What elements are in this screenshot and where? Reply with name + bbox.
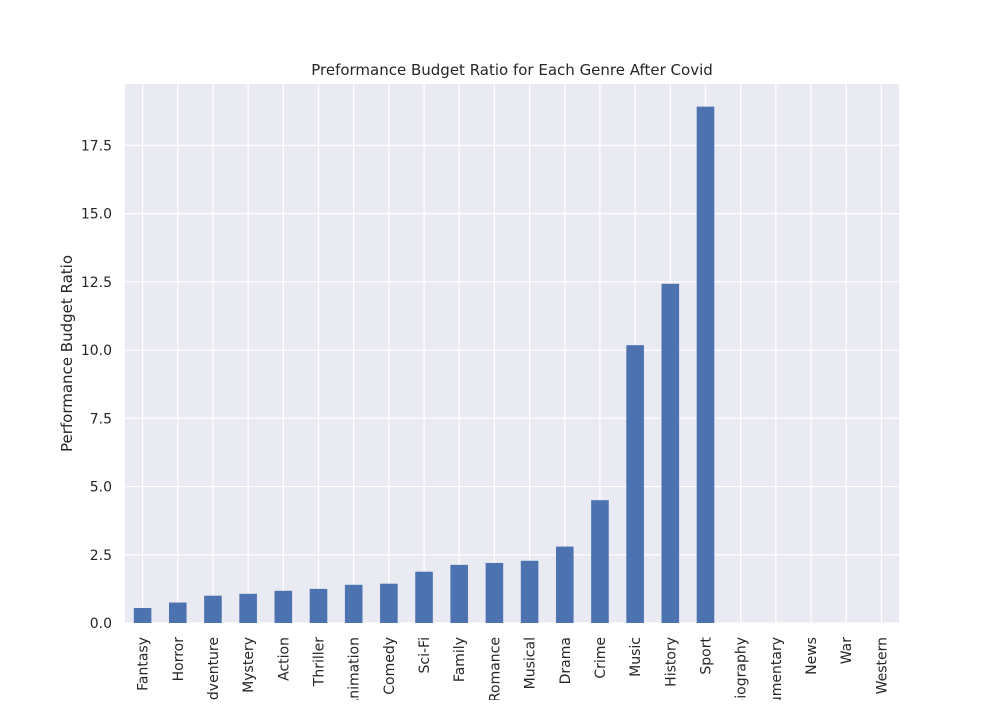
x-tick-label-animation: Animation bbox=[347, 637, 363, 700]
y-tick-label: 15.0 bbox=[81, 207, 112, 223]
bar-comedy bbox=[380, 583, 398, 623]
x-tick-label-sport: Sport bbox=[699, 636, 715, 674]
bar-action bbox=[274, 590, 293, 623]
bar-drama bbox=[555, 546, 574, 623]
y-tick-label: 10.0 bbox=[81, 343, 112, 359]
x-tick-label-action: Action bbox=[276, 637, 292, 681]
x-tick-label-news: News bbox=[804, 637, 820, 675]
bar-family bbox=[450, 564, 469, 623]
bar-romance bbox=[485, 562, 504, 623]
bar-animation bbox=[344, 584, 363, 623]
bar-history bbox=[661, 283, 680, 623]
x-tick-label-music: Music bbox=[628, 637, 644, 677]
x-tick-label-musical: Musical bbox=[523, 637, 539, 689]
y-tick-label: 17.5 bbox=[81, 138, 112, 154]
x-tick-label-horror: Horror bbox=[171, 637, 187, 682]
y-tick-label: 12.5 bbox=[81, 275, 112, 291]
chart-title: Preformance Budget Ratio for Each Genre … bbox=[311, 61, 713, 79]
y-tick-label: 2.5 bbox=[90, 548, 112, 564]
bar-horror bbox=[168, 602, 187, 623]
y-tick-label: 5.0 bbox=[90, 480, 112, 496]
x-tick-label-adventure: Adventure bbox=[206, 637, 222, 700]
bar-sport bbox=[696, 106, 715, 624]
x-tick-label-biography: Biography bbox=[734, 637, 750, 700]
x-tick-label-fantasy: Fantasy bbox=[136, 637, 152, 691]
bar-sci-fi bbox=[415, 571, 433, 623]
bar-thriller bbox=[309, 588, 328, 623]
x-tick-label-sci-fi: Sci-Fi bbox=[417, 637, 433, 673]
x-tick-label-war: War bbox=[839, 637, 855, 665]
y-tick-label: 7.5 bbox=[90, 411, 112, 427]
x-tick-label-family: Family bbox=[452, 637, 468, 682]
bars bbox=[133, 106, 715, 624]
x-tick-label-mystery: Mystery bbox=[241, 637, 257, 693]
x-tick-label-history: History bbox=[663, 637, 679, 687]
x-tick-labels: Fantasy Horror Adventure Mystery Action Thril… bbox=[136, 636, 891, 705]
bar-crime bbox=[591, 500, 609, 623]
bar-mystery bbox=[239, 593, 257, 623]
x-tick-label-comedy: Comedy bbox=[382, 637, 398, 695]
x-tick-label-crime: Crime bbox=[593, 637, 609, 679]
bar-musical bbox=[520, 560, 539, 623]
x-tick-label-romance: Romance bbox=[487, 637, 503, 700]
plot-area bbox=[125, 84, 899, 623]
bar-music bbox=[626, 345, 644, 623]
bar-adventure bbox=[204, 595, 222, 623]
x-tick-label-drama: Drama bbox=[558, 637, 574, 684]
x-tick-label-documentary: Documentary bbox=[769, 637, 785, 700]
y-tick-label: 0.0 bbox=[90, 616, 112, 632]
bar-fantasy bbox=[133, 607, 152, 623]
x-tick-label-thriller: Thriller bbox=[312, 637, 328, 687]
x-tick-label-western: Western bbox=[874, 637, 890, 694]
y-tick-labels: 0.0 2.5 5.0 7.5 10.0 12.5 15.0 17.5 bbox=[81, 138, 112, 632]
y-axis-label: Performance Budget Ratio bbox=[58, 255, 76, 452]
